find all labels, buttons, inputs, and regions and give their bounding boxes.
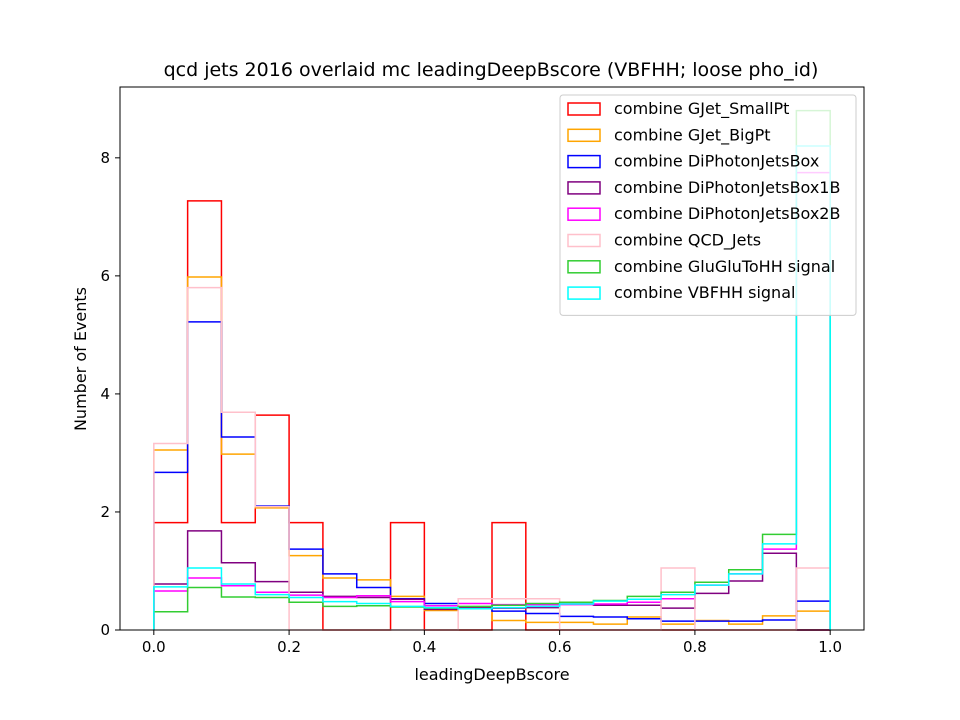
legend-label: combine VBFHH signal: [614, 283, 795, 302]
legend-label: combine GJet_SmallPt: [614, 99, 789, 119]
legend-swatch: [567, 286, 601, 300]
legend-swatch: [567, 102, 601, 116]
series-layer: [153, 109, 831, 631]
legend-swatch: [567, 207, 601, 221]
y-tick-label: 0: [100, 621, 110, 639]
legend-label: combine QCD_Jets: [614, 231, 761, 251]
y-tick-label: 6: [100, 267, 110, 285]
legend-swatch: [567, 154, 601, 169]
x-tick-label: 0.6: [548, 638, 572, 656]
x-axis-label: leadingDeepBscore: [414, 665, 569, 684]
x-tick-label: 0.0: [142, 638, 166, 656]
axes-frame: [119, 86, 865, 631]
y-tick-label: 8: [100, 149, 110, 167]
legend-swatch: [567, 260, 601, 274]
legend-label: combine GluGluToHH signal: [614, 257, 835, 276]
y-tick-label: 2: [100, 503, 110, 521]
legend-swatch: [567, 181, 601, 195]
y-tick-label: 4: [100, 385, 110, 403]
legend-swatch: [567, 233, 601, 248]
x-axis-ticks: 0.0 0.2 0.4 0.6 0.8 1.0: [142, 630, 842, 656]
legend-label: combine DiPhotonJetsBox2B: [614, 204, 840, 223]
x-tick-label: 0.4: [412, 638, 436, 656]
y-axis-label: Number of Events: [71, 287, 90, 431]
legend-swatch: [567, 128, 601, 143]
legend-frame: [559, 94, 857, 316]
legend-label: combine DiPhotonJetsBox1B: [614, 178, 840, 197]
chart-title: qcd jets 2016 overlaid mc leadingDeepBsc…: [164, 59, 819, 81]
series-line-7: [153, 145, 831, 630]
x-tick-label: 0.2: [277, 638, 301, 656]
x-tick-label: 0.8: [683, 638, 707, 656]
y-axis-ticks: 0 2 4 6 8: [100, 149, 120, 639]
x-tick-label: 1.0: [818, 638, 842, 656]
legend-label: combine GJet_BigPt: [614, 125, 771, 145]
legend-label: combine DiPhotonJetsBox: [614, 152, 819, 171]
